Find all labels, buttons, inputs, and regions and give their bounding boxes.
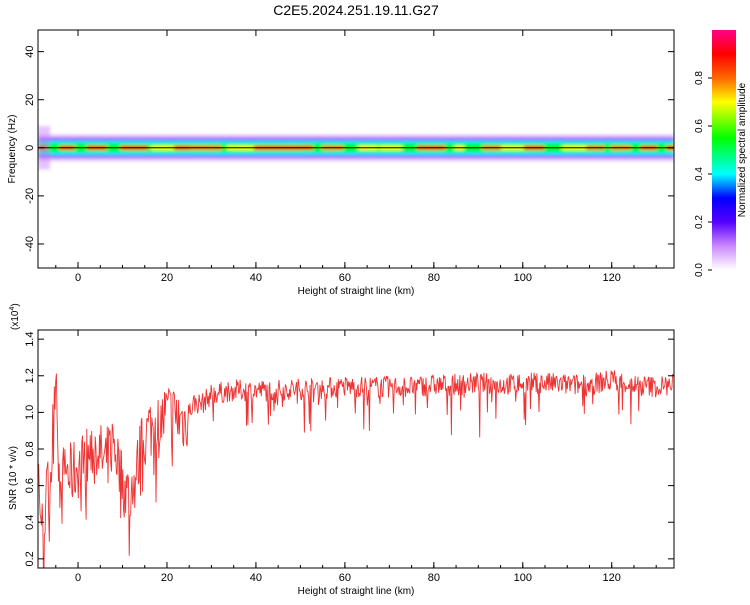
snr-frame <box>37 329 675 569</box>
colorbar-tick-label: 0.0 <box>694 263 705 277</box>
snr-y-tick-label: 0.4 <box>24 515 36 530</box>
spectrogram-x-tick-label: 80 <box>428 272 440 284</box>
snr-x-tick-label: 60 <box>339 572 351 584</box>
snr-x-axis-label: Height of straight line (km) <box>298 586 415 597</box>
snr-scale-label: (x104) <box>9 303 21 330</box>
snr-x-tick-label: 0 <box>75 572 81 584</box>
spectrogram-y-tick-label: 20 <box>24 94 36 106</box>
snr-panel: 0 20 40 60 80 100 120 1.4 1.2 1.0 0.8 0.6 0.4 0.2 He… <box>8 303 675 597</box>
snr-y-tick-label: 1.2 <box>24 368 36 383</box>
spectrogram-y-tick-label: -20 <box>24 188 36 204</box>
spectrogram-y-tick-label: -40 <box>24 236 36 252</box>
snr-y-axis-label: SNR (10 * v/v) <box>8 446 19 510</box>
spectrogram-x-tick-label: 20 <box>161 272 173 284</box>
snr-x-ticks: 0 20 40 60 80 100 120 <box>55 330 657 584</box>
spectrogram-x-tick-label: 60 <box>339 272 351 284</box>
snr-x-tick-label: 20 <box>161 572 173 584</box>
spectrogram-x-axis-label: Height of straight line (km) <box>298 286 415 297</box>
spectrogram-y-tick-label: 40 <box>24 46 36 58</box>
chart-title: C2E5.2024.251.19.11.G27 <box>273 2 439 18</box>
snr-series-line <box>38 370 674 568</box>
snr-y-tick-label: 0.8 <box>24 441 36 456</box>
colorbar: 0.0 0.2 0.4 0.6 0.8 Normalized spectral ampl… <box>694 30 748 277</box>
colorbar-tick-label: 0.4 <box>694 167 705 181</box>
spectrogram-x-tick-label: 0 <box>75 272 81 284</box>
snr-y-tick-label: 0.2 <box>24 551 36 566</box>
spectrogram-x-ticks: 0 20 40 60 80 100 120 <box>55 30 657 284</box>
spectrogram-x-tick-label: 100 <box>514 272 532 284</box>
spectrogram-panel: 0 20 40 60 80 100 120 40 20 0 -20 -40 Height of st… <box>7 29 675 297</box>
colorbar-tick-label: 0.2 <box>694 215 705 229</box>
colorbar-label: Normalized spectral amplitude <box>737 82 748 217</box>
colorbar-gradient <box>712 30 736 270</box>
colorbar-tick-label: 0.6 <box>694 119 705 133</box>
spectrogram-x-tick-label: 40 <box>250 272 262 284</box>
spectrogram-y-ticks: 40 20 0 -20 -40 <box>24 46 674 252</box>
snr-x-tick-label: 80 <box>428 572 440 584</box>
snr-x-tick-label: 120 <box>603 572 621 584</box>
snr-y-ticks: 1.4 1.2 1.0 0.8 0.6 0.4 0.2 <box>24 332 674 566</box>
spectrogram-frame <box>37 29 675 269</box>
snr-x-tick-label: 100 <box>514 572 532 584</box>
spectrogram-y-axis-label: Frequency (Hz) <box>7 115 18 184</box>
snr-y-tick-label: 0.6 <box>24 478 36 493</box>
colorbar-tick-label: 0.8 <box>694 71 705 85</box>
snr-y-tick-label: 1.0 <box>24 405 36 420</box>
spectrogram-x-tick-label: 120 <box>603 272 621 284</box>
snr-x-tick-label: 40 <box>250 572 262 584</box>
snr-y-tick-label: 1.4 <box>24 332 36 347</box>
colorbar-ticks: 0.0 0.2 0.4 0.6 0.8 <box>694 71 712 277</box>
spectrogram-y-tick-label: 0 <box>24 145 36 151</box>
